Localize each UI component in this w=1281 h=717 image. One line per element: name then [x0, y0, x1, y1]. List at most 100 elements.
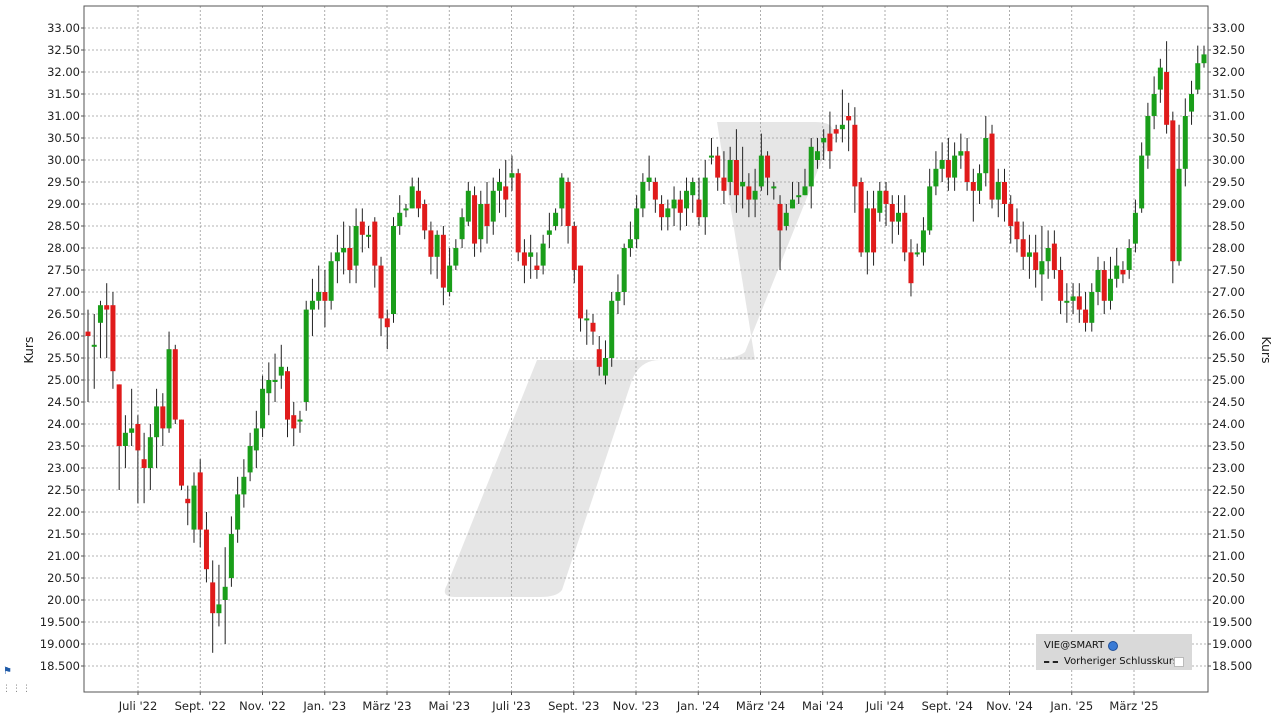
candle — [422, 199, 428, 240]
candle — [883, 182, 889, 226]
candle-body-down — [440, 234, 446, 288]
y-tick-label-left: 21.50 — [47, 527, 80, 541]
candle — [640, 173, 646, 218]
candle-body-up — [1089, 292, 1095, 323]
y-tick-label-left: 22.00 — [47, 505, 80, 519]
candle-body-down — [503, 186, 509, 200]
candle — [733, 129, 739, 213]
candle — [852, 107, 858, 213]
candle-body-down — [372, 221, 378, 266]
candle — [228, 516, 234, 587]
candle — [808, 138, 814, 209]
candle-body-down — [721, 177, 727, 191]
candle — [702, 160, 708, 235]
candle — [1157, 58, 1163, 103]
y-tick-label-left: 30.50 — [47, 131, 80, 145]
candle-body-down — [185, 498, 191, 504]
candle-body-down — [715, 155, 721, 178]
candle — [995, 168, 1001, 218]
candle — [390, 217, 396, 323]
candle — [503, 160, 509, 218]
candle-body-up — [790, 199, 796, 209]
candle-body-down — [197, 472, 203, 530]
candle-body-up — [615, 292, 621, 301]
legend-prev-close-label: Vorheriger Schlusskurs — [1064, 656, 1179, 667]
candle-body-down — [858, 182, 864, 253]
candle-body-up — [634, 208, 640, 240]
y-tick-label-left: 20.50 — [47, 571, 80, 585]
candle — [122, 415, 128, 468]
candle — [260, 375, 266, 438]
x-tick-label: März '23 — [362, 699, 411, 713]
candle — [1182, 98, 1188, 187]
candle — [191, 472, 197, 543]
y-tick-label-right: 19.000 — [1212, 637, 1252, 651]
candle-body-down — [116, 384, 122, 446]
candle — [708, 138, 714, 165]
resize-handle-icon[interactable]: ⋮⋮⋮ — [2, 684, 32, 694]
candle-body-down — [291, 415, 297, 429]
candle-body-down — [1083, 309, 1089, 323]
candle — [814, 138, 820, 169]
candle — [846, 102, 852, 152]
y-tick-label-right: 24.00 — [1212, 417, 1245, 431]
candle-body-down — [179, 419, 185, 486]
candle-body-up — [640, 182, 646, 209]
candle-body-down — [945, 160, 951, 178]
legend-checkbox[interactable] — [1174, 657, 1184, 667]
candle-body-down — [652, 182, 658, 200]
legend-prev-close-row: Vorheriger Schlusskurs — [1044, 656, 1178, 667]
x-tick-label: Sept. '22 — [175, 699, 226, 713]
x-tick-label: Jan. '25 — [1049, 699, 1093, 713]
candle — [864, 190, 870, 275]
candle — [659, 195, 665, 231]
candle — [247, 432, 253, 482]
candle — [952, 142, 958, 191]
candle — [135, 415, 141, 504]
candle-body-up — [877, 190, 883, 213]
watermark-logo — [444, 122, 833, 597]
y-tick-label-left: 27.00 — [47, 285, 80, 299]
candle — [515, 168, 521, 262]
candle-body-down — [1014, 221, 1020, 240]
candle-body-down — [590, 322, 596, 332]
legend: VIE@SMART Vorheriger Schlusskurs — [1036, 634, 1192, 670]
candle — [478, 190, 484, 253]
candle — [509, 155, 515, 191]
candle-body-up — [690, 182, 696, 196]
candle — [341, 221, 347, 275]
candle — [908, 239, 914, 297]
candle-body-down — [1051, 243, 1057, 270]
candle-body-up — [864, 208, 870, 253]
y-tick-label-left: 29.00 — [47, 197, 80, 211]
candle — [409, 177, 415, 209]
candle-body-down — [172, 349, 178, 420]
candle-body-down — [1033, 252, 1039, 270]
chart-tool-icon[interactable]: ⚑ — [3, 666, 12, 677]
candle-body-up — [366, 234, 372, 237]
x-tick-label: Sept. '23 — [548, 699, 599, 713]
candle-body-up — [447, 265, 453, 292]
candle — [540, 234, 546, 275]
candle-body-up — [602, 358, 608, 376]
candle-body-up — [740, 182, 746, 187]
globe-icon[interactable] — [1108, 640, 1119, 651]
candle — [322, 270, 328, 328]
candle — [565, 177, 571, 244]
candle-body-up — [939, 160, 945, 169]
candle — [671, 186, 677, 226]
candle-body-up — [839, 124, 845, 130]
y-tick-label-right: 33.00 — [1212, 21, 1245, 35]
y-tick-label-right: 20.50 — [1212, 571, 1245, 585]
y-tick-label-right: 21.50 — [1212, 527, 1245, 541]
candle-body-down — [833, 129, 839, 134]
candle — [746, 173, 752, 218]
candle-body-up — [1045, 248, 1051, 262]
candle — [1176, 124, 1182, 266]
candle-body-down — [378, 265, 384, 319]
candle-body-up — [453, 248, 459, 266]
candle-body-up — [609, 300, 615, 358]
x-axis: Juli '22 Sept. '22 Nov. '22 Jan. '23 März '2… — [118, 692, 1159, 713]
y-tick-label-right: 32.00 — [1212, 65, 1245, 79]
candle-body-up — [646, 177, 652, 182]
